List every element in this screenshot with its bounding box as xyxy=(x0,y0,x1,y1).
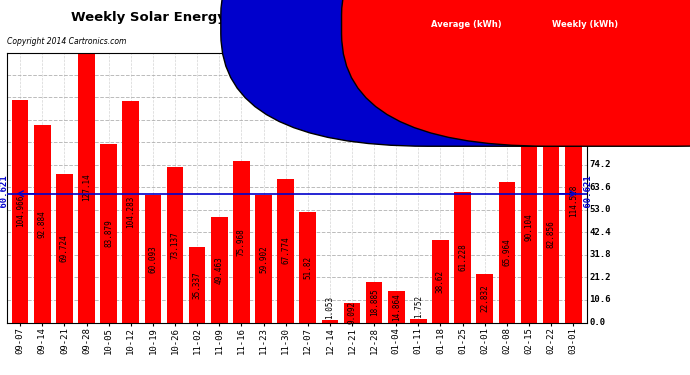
Text: 21.2: 21.2 xyxy=(589,273,611,282)
Text: 67.774: 67.774 xyxy=(281,237,290,264)
Bar xyxy=(543,147,560,322)
Text: Weekly (kWh): Weekly (kWh) xyxy=(552,20,618,29)
Bar xyxy=(388,291,404,322)
Bar xyxy=(344,303,360,322)
Text: 18.885: 18.885 xyxy=(370,289,379,316)
Bar xyxy=(322,320,338,322)
Text: 65.964: 65.964 xyxy=(502,238,511,266)
Bar xyxy=(167,167,184,322)
Text: 127.14: 127.14 xyxy=(82,174,91,201)
Bar xyxy=(233,161,250,322)
Text: 14.864: 14.864 xyxy=(392,293,401,321)
Bar xyxy=(34,125,50,322)
Text: 1.053: 1.053 xyxy=(326,296,335,319)
Bar xyxy=(56,174,72,322)
Text: Weekly Solar Energy & Average Production Thu Mar 6 06:26: Weekly Solar Energy & Average Production… xyxy=(71,11,522,24)
Text: 42.4: 42.4 xyxy=(589,228,611,237)
Text: 60.621: 60.621 xyxy=(584,175,593,213)
Text: 60.621: 60.621 xyxy=(0,175,9,213)
Bar xyxy=(100,144,117,322)
Bar xyxy=(454,192,471,322)
Bar xyxy=(277,178,294,322)
Text: 9.092: 9.092 xyxy=(348,301,357,324)
Bar xyxy=(12,99,28,322)
Text: 104.283: 104.283 xyxy=(126,195,135,228)
Bar xyxy=(255,195,272,322)
Bar xyxy=(299,212,316,322)
Bar xyxy=(123,101,139,322)
Bar xyxy=(145,195,161,322)
Text: 73.137: 73.137 xyxy=(170,231,179,259)
Text: 35.337: 35.337 xyxy=(193,271,201,299)
Bar xyxy=(78,53,95,322)
Text: 82.856: 82.856 xyxy=(546,220,555,248)
Text: 106.0: 106.0 xyxy=(589,93,616,102)
Text: 69.724: 69.724 xyxy=(60,235,69,262)
Text: 31.8: 31.8 xyxy=(589,251,611,260)
Text: 49.463: 49.463 xyxy=(215,256,224,284)
Text: 22.832: 22.832 xyxy=(480,284,489,312)
Text: 127.1: 127.1 xyxy=(589,48,616,57)
Text: 61.228: 61.228 xyxy=(458,244,467,272)
Text: 116.5: 116.5 xyxy=(589,70,616,80)
Text: 10.6: 10.6 xyxy=(589,296,611,304)
Text: 75.968: 75.968 xyxy=(237,228,246,256)
Bar xyxy=(565,79,582,322)
Text: Copyright 2014 Cartronics.com: Copyright 2014 Cartronics.com xyxy=(7,38,126,46)
Text: 92.884: 92.884 xyxy=(38,210,47,238)
Text: 114.528: 114.528 xyxy=(569,184,578,217)
Text: 53.0: 53.0 xyxy=(589,206,611,214)
Bar xyxy=(366,282,382,322)
Text: Average (kWh): Average (kWh) xyxy=(431,20,502,29)
Text: 0.0: 0.0 xyxy=(589,318,606,327)
Bar xyxy=(499,182,515,322)
Text: 1.752: 1.752 xyxy=(414,295,423,318)
Text: 83.879: 83.879 xyxy=(104,219,113,247)
Bar xyxy=(211,217,228,322)
Bar xyxy=(476,274,493,322)
Text: 38.62: 38.62 xyxy=(436,270,445,293)
Bar xyxy=(521,131,538,322)
Text: 59.902: 59.902 xyxy=(259,245,268,273)
Text: 90.104: 90.104 xyxy=(524,213,533,241)
Text: 74.2: 74.2 xyxy=(589,160,611,170)
Text: 95.4: 95.4 xyxy=(589,116,611,124)
Bar xyxy=(189,248,206,322)
Bar xyxy=(410,319,426,322)
Text: 60.093: 60.093 xyxy=(148,245,157,273)
Bar xyxy=(432,240,448,322)
Text: 84.8: 84.8 xyxy=(589,138,611,147)
Text: 63.6: 63.6 xyxy=(589,183,611,192)
Text: 51.82: 51.82 xyxy=(304,256,313,279)
Text: 104.966: 104.966 xyxy=(16,195,25,227)
